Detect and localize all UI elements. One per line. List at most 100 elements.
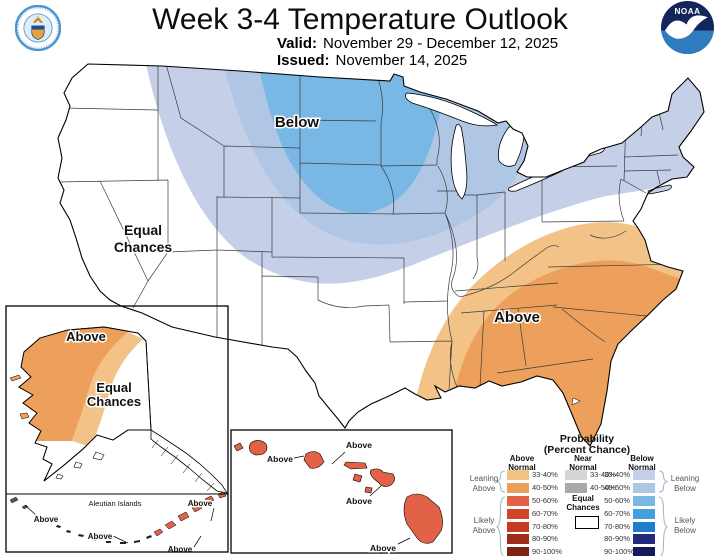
alaska-label-equal-1: Equal	[96, 380, 131, 395]
island-lanai	[352, 473, 363, 483]
legend-near-column: 33-40% 40-50%	[565, 470, 616, 496]
alaska-label-above: Above	[66, 329, 106, 344]
island-oahu	[303, 451, 325, 469]
legend-near-row: 40-50%	[565, 482, 616, 493]
swatch-above-80-90	[507, 534, 529, 545]
bracket-likely-below	[658, 496, 668, 556]
swatch-above-60-70	[507, 508, 529, 519]
swatch-near-40-50	[565, 482, 587, 493]
island-big-island	[403, 493, 443, 544]
legend-below-column: 33-40% 40-50% 50-60% 60-70% 70-80% 80-90…	[604, 470, 655, 556]
bracket-leaning-above	[496, 470, 506, 493]
legend-below-row: 50-60%	[604, 495, 655, 506]
hawaii-above-big-island: Above	[370, 543, 396, 553]
legend-above-row: 33-40%	[507, 470, 562, 480]
aleutian-above-bottomright: Above	[168, 545, 193, 554]
region-below-50-60	[256, 64, 445, 214]
swatch-below-60-70	[633, 508, 655, 519]
noaa-logo-text: NOAA	[674, 7, 700, 16]
legend-title: Probability	[559, 433, 615, 445]
bracket-likely-above	[496, 496, 506, 556]
lake-superior	[404, 92, 499, 127]
island-molokai	[343, 461, 368, 470]
swatch-below-80-90	[633, 534, 655, 545]
valid-value: November 29 - December 12, 2025	[323, 35, 559, 52]
kodiak-islands	[55, 451, 105, 480]
dept-of-commerce-seal-icon	[15, 5, 61, 51]
island-kahoolawe	[364, 486, 373, 494]
valid-label: Valid:	[277, 35, 318, 52]
nunivak-island	[19, 412, 30, 420]
swatch-above-33-40	[507, 470, 529, 480]
swatch-near-33-40	[565, 470, 587, 480]
hawaii-above-maui: Above	[346, 496, 372, 506]
alaska-inset: Above Equal Chances Aleutian Islands Abo…	[5, 305, 229, 556]
label-likely-below: Likely Below	[674, 516, 696, 535]
hawaii-islands	[233, 440, 443, 544]
island-maui	[370, 468, 395, 487]
long-island	[647, 184, 672, 195]
alaska-inset-border	[5, 305, 229, 553]
swatch-above-40-50	[507, 482, 529, 493]
aleutian-islands-label: Aleutian Islands	[89, 499, 142, 508]
swatch-above-70-80	[507, 521, 529, 532]
legend-header-above: Above Normal	[508, 454, 536, 472]
label-leaning-below: Leaning Below	[670, 474, 700, 493]
hawaii-above-oahu: Above	[346, 440, 372, 450]
legend-near-row: 33-40%	[565, 470, 616, 480]
hawaii-inset: Above Above Above Above	[230, 429, 453, 555]
swatch-above-90-100	[507, 547, 529, 556]
noaa-logo-icon: NOAA	[661, 1, 714, 54]
aleutian-above-mid: Above	[88, 532, 113, 541]
swatch-below-90-100	[633, 547, 655, 556]
legend-above-row: 80-90%	[507, 534, 562, 545]
swatch-below-50-60	[633, 495, 655, 506]
st-lawrence-island	[9, 374, 22, 382]
legend-equal-chances-swatch	[575, 516, 599, 529]
swatch-below-33-40	[633, 470, 655, 480]
alaska-label-equal-2: Chances	[87, 394, 141, 409]
legend-above-row: 40-50%	[507, 482, 562, 493]
legend-equal-chances-label: Equal Chances	[566, 494, 600, 513]
noaa-seagull-icon	[665, 15, 708, 39]
aleutian-above-topright: Above	[188, 499, 213, 508]
map-label-equal-1: Equal	[124, 222, 162, 238]
legend-above-row: 50-60%	[507, 495, 562, 506]
legend-above-row: 60-70%	[507, 508, 562, 519]
legend-below-row: 40-50%	[604, 482, 655, 493]
legend-above-row: 90-100%	[507, 547, 562, 556]
swatch-below-40-50	[633, 482, 655, 493]
hawaii-leader-lines	[293, 451, 411, 545]
conus-outline	[57, 63, 705, 447]
legend-above-row: 70-80%	[507, 521, 562, 532]
alaska-mainland-outline	[18, 326, 152, 482]
alaska-panhandle-fjords	[151, 439, 215, 492]
alaska-region-above-33-40	[72, 332, 143, 447]
legend-subtitle: (Percent Chance)	[543, 444, 631, 456]
page-title: Week 3-4 Temperature Outlook	[152, 3, 568, 36]
aleutian-chain-islands	[47, 520, 152, 544]
legend-below-row: 90-100%	[604, 547, 655, 556]
hawaii-inset-border	[230, 429, 453, 554]
aleutian-strip: Aleutian Islands Above Above Above Above	[9, 491, 227, 556]
map-label-below: Below	[275, 114, 320, 131]
issued-line: Issued: November 14, 2025	[277, 52, 467, 69]
valid-line: Valid: November 29 - December 12, 2025	[277, 35, 558, 52]
aleutian-left-islands	[9, 496, 29, 510]
legend-header-below: Below Normal	[628, 454, 656, 472]
label-likely-above: Likely Above	[472, 516, 496, 535]
aleutian-above-left: Above	[34, 515, 59, 524]
lake-okeechobee	[571, 397, 581, 406]
island-niihau	[233, 442, 244, 452]
legend-below-row: 33-40%	[604, 470, 655, 480]
probability-legend: Probability (Percent Chance) Above Norma…	[460, 428, 720, 556]
island-kauai	[249, 440, 268, 456]
swatch-above-50-60	[507, 495, 529, 506]
alaska-panhandle	[150, 429, 228, 494]
issued-value: November 14, 2025	[335, 52, 468, 69]
lake-michigan	[450, 123, 468, 200]
aleutian-leader-lines	[24, 504, 215, 548]
swatch-below-70-80	[633, 521, 655, 532]
